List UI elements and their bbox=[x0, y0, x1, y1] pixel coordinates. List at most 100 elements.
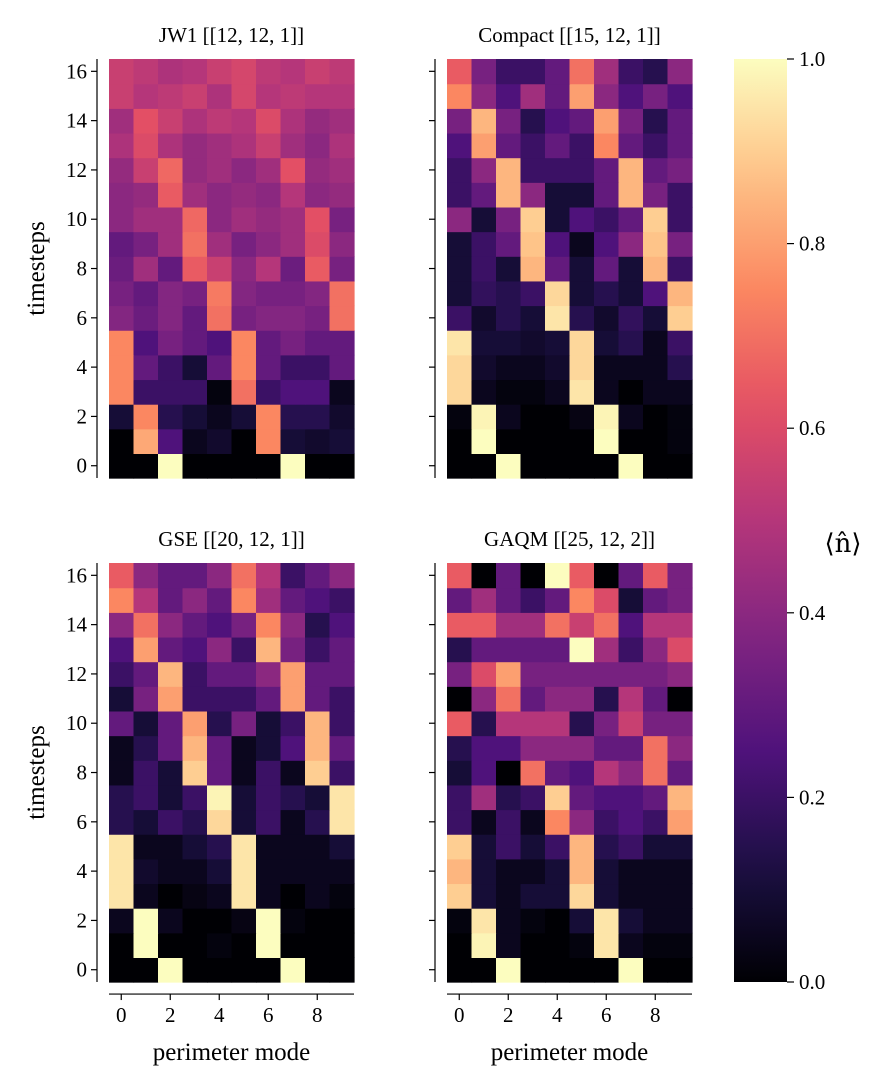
heatmap-cell bbox=[207, 182, 233, 208]
heatmap-cell bbox=[182, 157, 208, 183]
heatmap-cell bbox=[207, 932, 233, 958]
heatmap-cell bbox=[133, 809, 159, 835]
heatmap-cell bbox=[329, 280, 355, 307]
heatmap-cell bbox=[667, 932, 693, 958]
heatmap-cell bbox=[231, 132, 257, 159]
heatmap-cell bbox=[207, 710, 233, 737]
heatmap-cell bbox=[545, 661, 571, 687]
heatmap-cell bbox=[329, 809, 355, 835]
heatmap-cell bbox=[305, 957, 331, 983]
heatmap-cell bbox=[496, 760, 522, 786]
heatmap-cell bbox=[667, 305, 693, 331]
heatmap-cell bbox=[182, 59, 208, 85]
heatmap-cell bbox=[158, 157, 184, 183]
heatmap-cell bbox=[329, 379, 355, 405]
heatmap-cell bbox=[471, 108, 497, 134]
heatmap-cell bbox=[207, 453, 233, 479]
heatmap-cell bbox=[496, 428, 522, 454]
heatmap-cell bbox=[207, 563, 233, 589]
heatmap-cell bbox=[447, 834, 473, 860]
heatmap-cell bbox=[496, 932, 522, 958]
y-axis-label: timesteps bbox=[23, 725, 50, 819]
heatmap-cell bbox=[471, 231, 497, 257]
panel-title: JW1 [[12, 12, 1]] bbox=[159, 23, 304, 47]
heatmap-cell bbox=[207, 661, 233, 687]
heatmap-cell bbox=[182, 182, 208, 208]
heatmap-cell bbox=[447, 636, 473, 663]
heatmap-cell bbox=[256, 428, 282, 454]
heatmap-cell bbox=[280, 132, 306, 159]
heatmap-cell bbox=[207, 157, 233, 183]
heatmap-cell bbox=[133, 710, 159, 737]
heatmap-cell bbox=[545, 784, 571, 811]
heatmap-cell bbox=[545, 932, 571, 958]
heatmap-cell bbox=[496, 834, 522, 860]
heatmap-cell bbox=[569, 305, 595, 331]
heatmap-cell bbox=[471, 661, 497, 687]
y-tick-label: 0 bbox=[77, 454, 88, 478]
heatmap-cell bbox=[280, 231, 306, 257]
x-tick-label: 6 bbox=[263, 1003, 274, 1027]
heatmap-cell bbox=[471, 784, 497, 811]
heatmap-cell bbox=[280, 760, 306, 786]
heatmap-cell bbox=[447, 428, 473, 454]
heatmap-cell bbox=[231, 612, 257, 638]
heatmap-cell bbox=[643, 108, 669, 134]
heatmap-cell bbox=[545, 280, 571, 307]
heatmap-cell bbox=[158, 354, 184, 381]
heatmap-cell bbox=[109, 83, 135, 109]
heatmap-cell bbox=[158, 636, 184, 663]
heatmap-cell bbox=[545, 428, 571, 454]
heatmap-cell bbox=[231, 305, 257, 331]
heatmap-cell bbox=[133, 563, 159, 589]
heatmap-cell bbox=[643, 636, 669, 663]
x-axis-label: perimeter mode bbox=[491, 1039, 649, 1066]
heatmap-cell bbox=[594, 404, 620, 430]
heatmap-cell bbox=[256, 661, 282, 687]
heatmap-cell bbox=[447, 612, 473, 638]
heatmap-cell bbox=[256, 908, 282, 934]
heatmap-cell bbox=[329, 330, 355, 356]
heatmap-cell bbox=[496, 83, 522, 109]
heatmap-cell bbox=[643, 157, 669, 183]
heatmap-cell bbox=[520, 330, 546, 356]
heatmap-cell bbox=[520, 809, 546, 835]
heatmap-cell bbox=[329, 908, 355, 934]
heatmap-cell bbox=[133, 256, 159, 282]
heatmap-cell bbox=[182, 330, 208, 356]
heatmap-cell bbox=[305, 809, 331, 835]
heatmap-cell bbox=[158, 280, 184, 307]
heatmap-cell bbox=[667, 59, 693, 85]
heatmap-cell bbox=[133, 587, 159, 613]
heatmap-cell bbox=[158, 612, 184, 638]
heatmap-cell bbox=[329, 858, 355, 885]
heatmap-cell bbox=[520, 661, 546, 687]
heatmap-cell bbox=[643, 280, 669, 307]
heatmap-cell bbox=[545, 735, 571, 761]
heatmap-cell bbox=[545, 206, 571, 233]
heatmap-cell bbox=[133, 957, 159, 983]
heatmap-cell bbox=[545, 305, 571, 331]
heatmap-cell bbox=[667, 735, 693, 761]
heatmap-cell bbox=[594, 957, 620, 983]
heatmap-cell bbox=[569, 883, 595, 909]
heatmap-cell bbox=[158, 379, 184, 405]
heatmap-cell bbox=[643, 453, 669, 479]
heatmap-cell bbox=[109, 108, 135, 134]
heatmap-cell bbox=[643, 231, 669, 257]
heatmap-cell bbox=[305, 256, 331, 282]
heatmap-cell bbox=[594, 132, 620, 159]
heatmap-cell bbox=[569, 280, 595, 307]
heatmap-cell bbox=[545, 858, 571, 885]
heatmap-cell bbox=[520, 957, 546, 983]
heatmap-cell bbox=[545, 760, 571, 786]
heatmap-cell bbox=[256, 157, 282, 183]
heatmap-cell bbox=[329, 784, 355, 811]
heatmap-cell bbox=[207, 908, 233, 934]
heatmap-cell bbox=[256, 330, 282, 356]
heatmap-cell bbox=[594, 428, 620, 454]
heatmap-cell bbox=[182, 710, 208, 737]
heatmap-cell bbox=[158, 710, 184, 737]
heatmap-cell bbox=[305, 428, 331, 454]
